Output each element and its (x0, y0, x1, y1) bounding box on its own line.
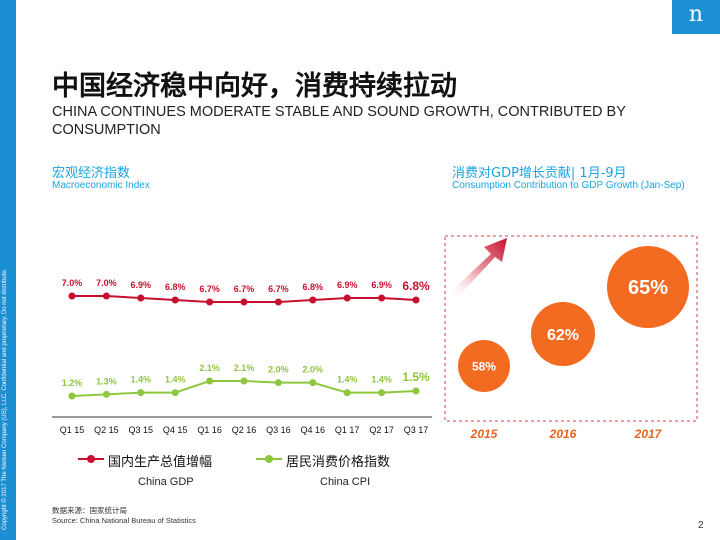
bubble-2016 (531, 302, 595, 366)
gdp-point (412, 296, 420, 304)
x-tick-label: Q3 15 (129, 425, 154, 435)
gdp-data-label: 6.8% (402, 279, 430, 293)
cpi-data-label: 2.0% (268, 365, 289, 375)
cpi-point (378, 389, 386, 397)
gdp-point (102, 292, 110, 300)
x-tick-label: Q1 16 (197, 425, 222, 435)
x-tick-label: Q2 16 (232, 425, 257, 435)
legend-gdp-label-cn: 国内生产总值增幅 (108, 455, 213, 470)
right-section-title-en: Consumption Contribution to GDP Growth (… (452, 180, 685, 191)
macro-line-chart: Q1 15 Q2 15 Q3 15 Q4 15 Q1 16 Q2 16 Q3 16 Q4 16… (52, 278, 432, 435)
x-tick-label: Q3 16 (266, 425, 291, 435)
gdp-point (378, 294, 386, 302)
x-tick-label: Q2 15 (94, 425, 119, 435)
bubble-2015 (458, 340, 510, 392)
x-tick-label: Q1 15 (60, 425, 85, 435)
cpi-point (343, 389, 351, 397)
gdp-point (137, 294, 145, 302)
gdp-point (309, 296, 317, 304)
x-tick-label: Q2 17 (369, 425, 394, 435)
legend-gdp-label-en: China GDP (138, 476, 194, 488)
gdp-data-label: 7.0% (62, 278, 83, 288)
left-section-title-en: Macroeconomic Index (52, 180, 150, 191)
nielsen-logo: n (672, 0, 720, 34)
cpi-point (240, 377, 248, 385)
bubble-2017 (607, 246, 689, 328)
gdp-data-label: 6.7% (199, 284, 220, 294)
cpi-point (102, 390, 110, 398)
x-tick-label: Q1 17 (335, 425, 360, 435)
cpi-data-label: 1.2% (62, 378, 83, 388)
year-label: 2015 (470, 427, 498, 441)
cpi-data-label: 1.5% (402, 370, 430, 384)
gdp-data-label: 6.9% (371, 280, 392, 290)
bubble-frame (444, 235, 698, 422)
year-label: 2017 (634, 427, 663, 441)
legend-cpi-label-cn: 居民消费价格指数 (286, 455, 391, 470)
cpi-data-label: 2.1% (234, 363, 255, 373)
legend-cpi-marker (256, 455, 282, 463)
sidebar-strip (0, 0, 16, 540)
bubble-value-label: 62% (547, 327, 579, 344)
legend-gdp-marker (78, 455, 104, 463)
bubble-value-label: 65% (628, 277, 668, 299)
gdp-point (171, 296, 179, 304)
cpi-data-label: 1.4% (165, 375, 186, 385)
gdp-data-label: 6.7% (234, 284, 255, 294)
gdp-point (206, 298, 214, 306)
cpi-data-label: 2.0% (303, 365, 324, 375)
gdp-point (343, 294, 351, 302)
right-section-title-cn: 消费对GDP增长贡献| 1月-9月 (452, 166, 627, 181)
cpi-data-label: 1.4% (337, 375, 358, 385)
gdp-point (240, 298, 248, 306)
gdp-data-label: 6.8% (303, 282, 324, 292)
cpi-point (274, 379, 282, 387)
x-tick-label: Q4 16 (301, 425, 326, 435)
page-title-en: CHINA CONTINUES MODERATE STABLE AND SOUN… (52, 104, 626, 138)
cpi-point (412, 387, 420, 395)
gdp-data-label: 6.9% (337, 280, 358, 290)
left-section-title-cn: 宏观经济指数 (52, 166, 131, 181)
cpi-data-label: 1.3% (96, 376, 117, 386)
cpi-point (68, 392, 76, 400)
growth-arrow (449, 238, 507, 300)
gdp-data-label: 6.7% (268, 284, 289, 294)
cpi-point (171, 389, 179, 397)
cpi-data-label: 1.4% (131, 375, 152, 385)
page-number: 2 (698, 520, 704, 531)
x-tick-label: Q3 17 (404, 425, 429, 435)
cpi-point (309, 379, 317, 387)
gdp-data-label: 7.0% (96, 278, 117, 288)
page-title-cn: 中国经济稳中向好，消费持续拉动 (52, 71, 457, 102)
cpi-point (137, 389, 145, 397)
gdp-point (274, 298, 282, 306)
cpi-point (206, 377, 214, 385)
gdp-data-label: 6.8% (165, 282, 186, 292)
bubble-value-label: 58% (472, 359, 496, 373)
legend-cpi-label-en: China CPI (320, 476, 371, 488)
cpi-data-label: 2.1% (199, 363, 220, 373)
year-label: 2016 (549, 427, 577, 441)
gdp-contribution-bubbles: 58% 2015 62% 2016 65% 2017 (444, 235, 698, 441)
cpi-data-label: 1.4% (371, 375, 392, 385)
gdp-point (68, 292, 76, 300)
source-note-en: Source: China National Bureau of Statist… (52, 516, 196, 525)
source-note-cn: 数据来源：国家统计局 (52, 506, 127, 515)
x-tick-label: Q4 15 (163, 425, 188, 435)
gdp-data-label: 6.9% (131, 280, 152, 290)
